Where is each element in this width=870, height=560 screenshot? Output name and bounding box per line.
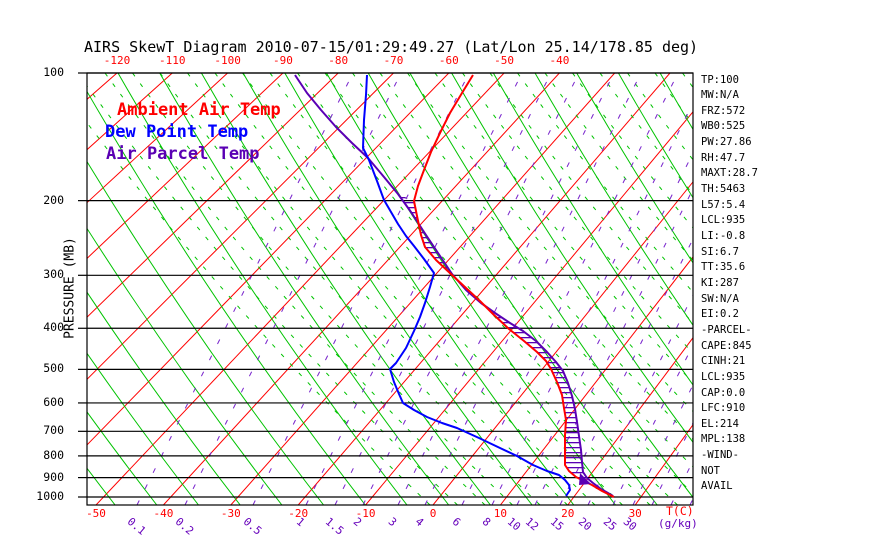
pressure-tick-1000: 1000 (36, 489, 64, 503)
top-temp-tick--60: -60 (438, 54, 459, 67)
bottom-temp-tick--20: -20 (288, 507, 309, 520)
stat-line-th-5463: TH:5463 (701, 183, 746, 196)
bottom-temp-tick--50: -50 (86, 507, 106, 520)
legend-ambient-air-temp: Ambient Air Temp (117, 100, 281, 120)
top-temp-tick--40: -40 (549, 54, 570, 67)
pressure-grid (78, 72, 694, 506)
stat-line-avail: AVAIL (701, 480, 733, 493)
stat-line-mw-n-a: MW:N/A (701, 89, 739, 102)
stat-line-l57-5-4: L57:5.4 (701, 198, 746, 211)
top-temp-tick--50: -50 (494, 54, 515, 67)
stat-line-sw-n-a: SW:N/A (701, 292, 739, 305)
stat-line-maxt-28-7: MAXT:28.7 (701, 167, 758, 180)
top-temp-tick--110: -110 (159, 54, 186, 67)
stat-line-ei-0-2: EI:0.2 (701, 308, 739, 321)
pressure-tick-800: 800 (43, 447, 64, 462)
top-temp-tick--120: -120 (103, 54, 131, 67)
page-title: AIRS SkewT Diagram 2010-07-15/01:29:49.2… (84, 38, 699, 56)
background-grid-lines (87, 73, 693, 505)
pressure-axis-label: PRESSURE (MB) (62, 237, 78, 339)
pressure-tick-300: 300 (43, 267, 64, 282)
stat-line-el-214: EL:214 (701, 417, 739, 430)
stat-line-lcl-935: LCL:935 (701, 370, 746, 383)
bottom-temp-tick--10: -10 (355, 507, 376, 520)
stat-line-lfc-910: LFC:910 (701, 402, 746, 415)
legend-dew-point-temp: Dew Point Temp (105, 122, 249, 142)
pressure-tick-100: 100 (43, 65, 64, 79)
stat-line-tt-35-6: TT:35.6 (701, 261, 746, 274)
stat-line-mpl-138: MPL:138 (701, 433, 746, 446)
bottom-temp-tick-30: 30 (628, 507, 642, 520)
legend-air-parcel-temp: Air Parcel Temp (106, 144, 260, 164)
pressure-tick-700: 700 (43, 423, 64, 438)
dry-adiabat-lines (87, 73, 693, 505)
bottom-temp-tick-20: 20 (561, 507, 575, 520)
stat-line-pw-27-86: PW:27.86 (701, 136, 752, 149)
stat-line-not: NOT (701, 464, 720, 477)
pressure-tick-500: 500 (43, 361, 64, 376)
pressure-tick-400: 400 (43, 320, 64, 335)
top-temp-tick--100: -100 (214, 54, 241, 67)
bottom-temp-tick-0: 0 (429, 507, 437, 520)
stat-line-lcl-935: LCL:935 (701, 214, 746, 227)
moist-adiabat-lines (87, 73, 693, 505)
pressure-tick-200: 200 (43, 192, 64, 207)
lcl-marker (579, 473, 591, 485)
pressure-tick-600: 600 (43, 394, 64, 409)
stat-line-rh-47-7: RH:47.7 (701, 151, 746, 164)
bottom-temp-tick--30: -30 (220, 507, 241, 520)
stat-line-cinh-21: CINH:21 (701, 355, 746, 368)
bottom-temp-tick-10: 10 (493, 507, 508, 520)
top-temp-tick--90: -90 (272, 54, 293, 67)
top-temp-tick--80: -80 (328, 54, 349, 67)
ambient-air-temp-curve (413, 74, 615, 498)
stat-line-tp-100: TP:100 (701, 73, 739, 86)
temp-unit-label: T(C) (666, 504, 694, 518)
pressure-tick-900: 900 (43, 469, 64, 484)
stat-line-cap-0-0: CAP:0.0 (701, 386, 746, 399)
stat-line-frz-572: FRZ:572 (701, 104, 746, 117)
top-temp-tick--70: -70 (383, 54, 404, 67)
air-parcel-temp-curve (294, 74, 614, 497)
dew-point-temp-curve (362, 74, 571, 497)
stat-line-ki-287: KI:287 (701, 276, 739, 289)
mixing-ratio-unit-label: (g/kg) (658, 517, 698, 530)
stat-line--parcel-: -PARCEL- (701, 323, 752, 336)
stat-line-wb0-525: WB0:525 (701, 120, 746, 133)
stat-line-li-0-8: LI:-0.8 (701, 230, 746, 242)
stat-line-cape-845: CAPE:845 (701, 339, 752, 352)
bottom-temp-tick--40: -40 (153, 507, 174, 520)
stat-line--wind-: -WIND- (701, 449, 739, 462)
stat-line-si-6-7: SI:6.7 (701, 245, 739, 258)
